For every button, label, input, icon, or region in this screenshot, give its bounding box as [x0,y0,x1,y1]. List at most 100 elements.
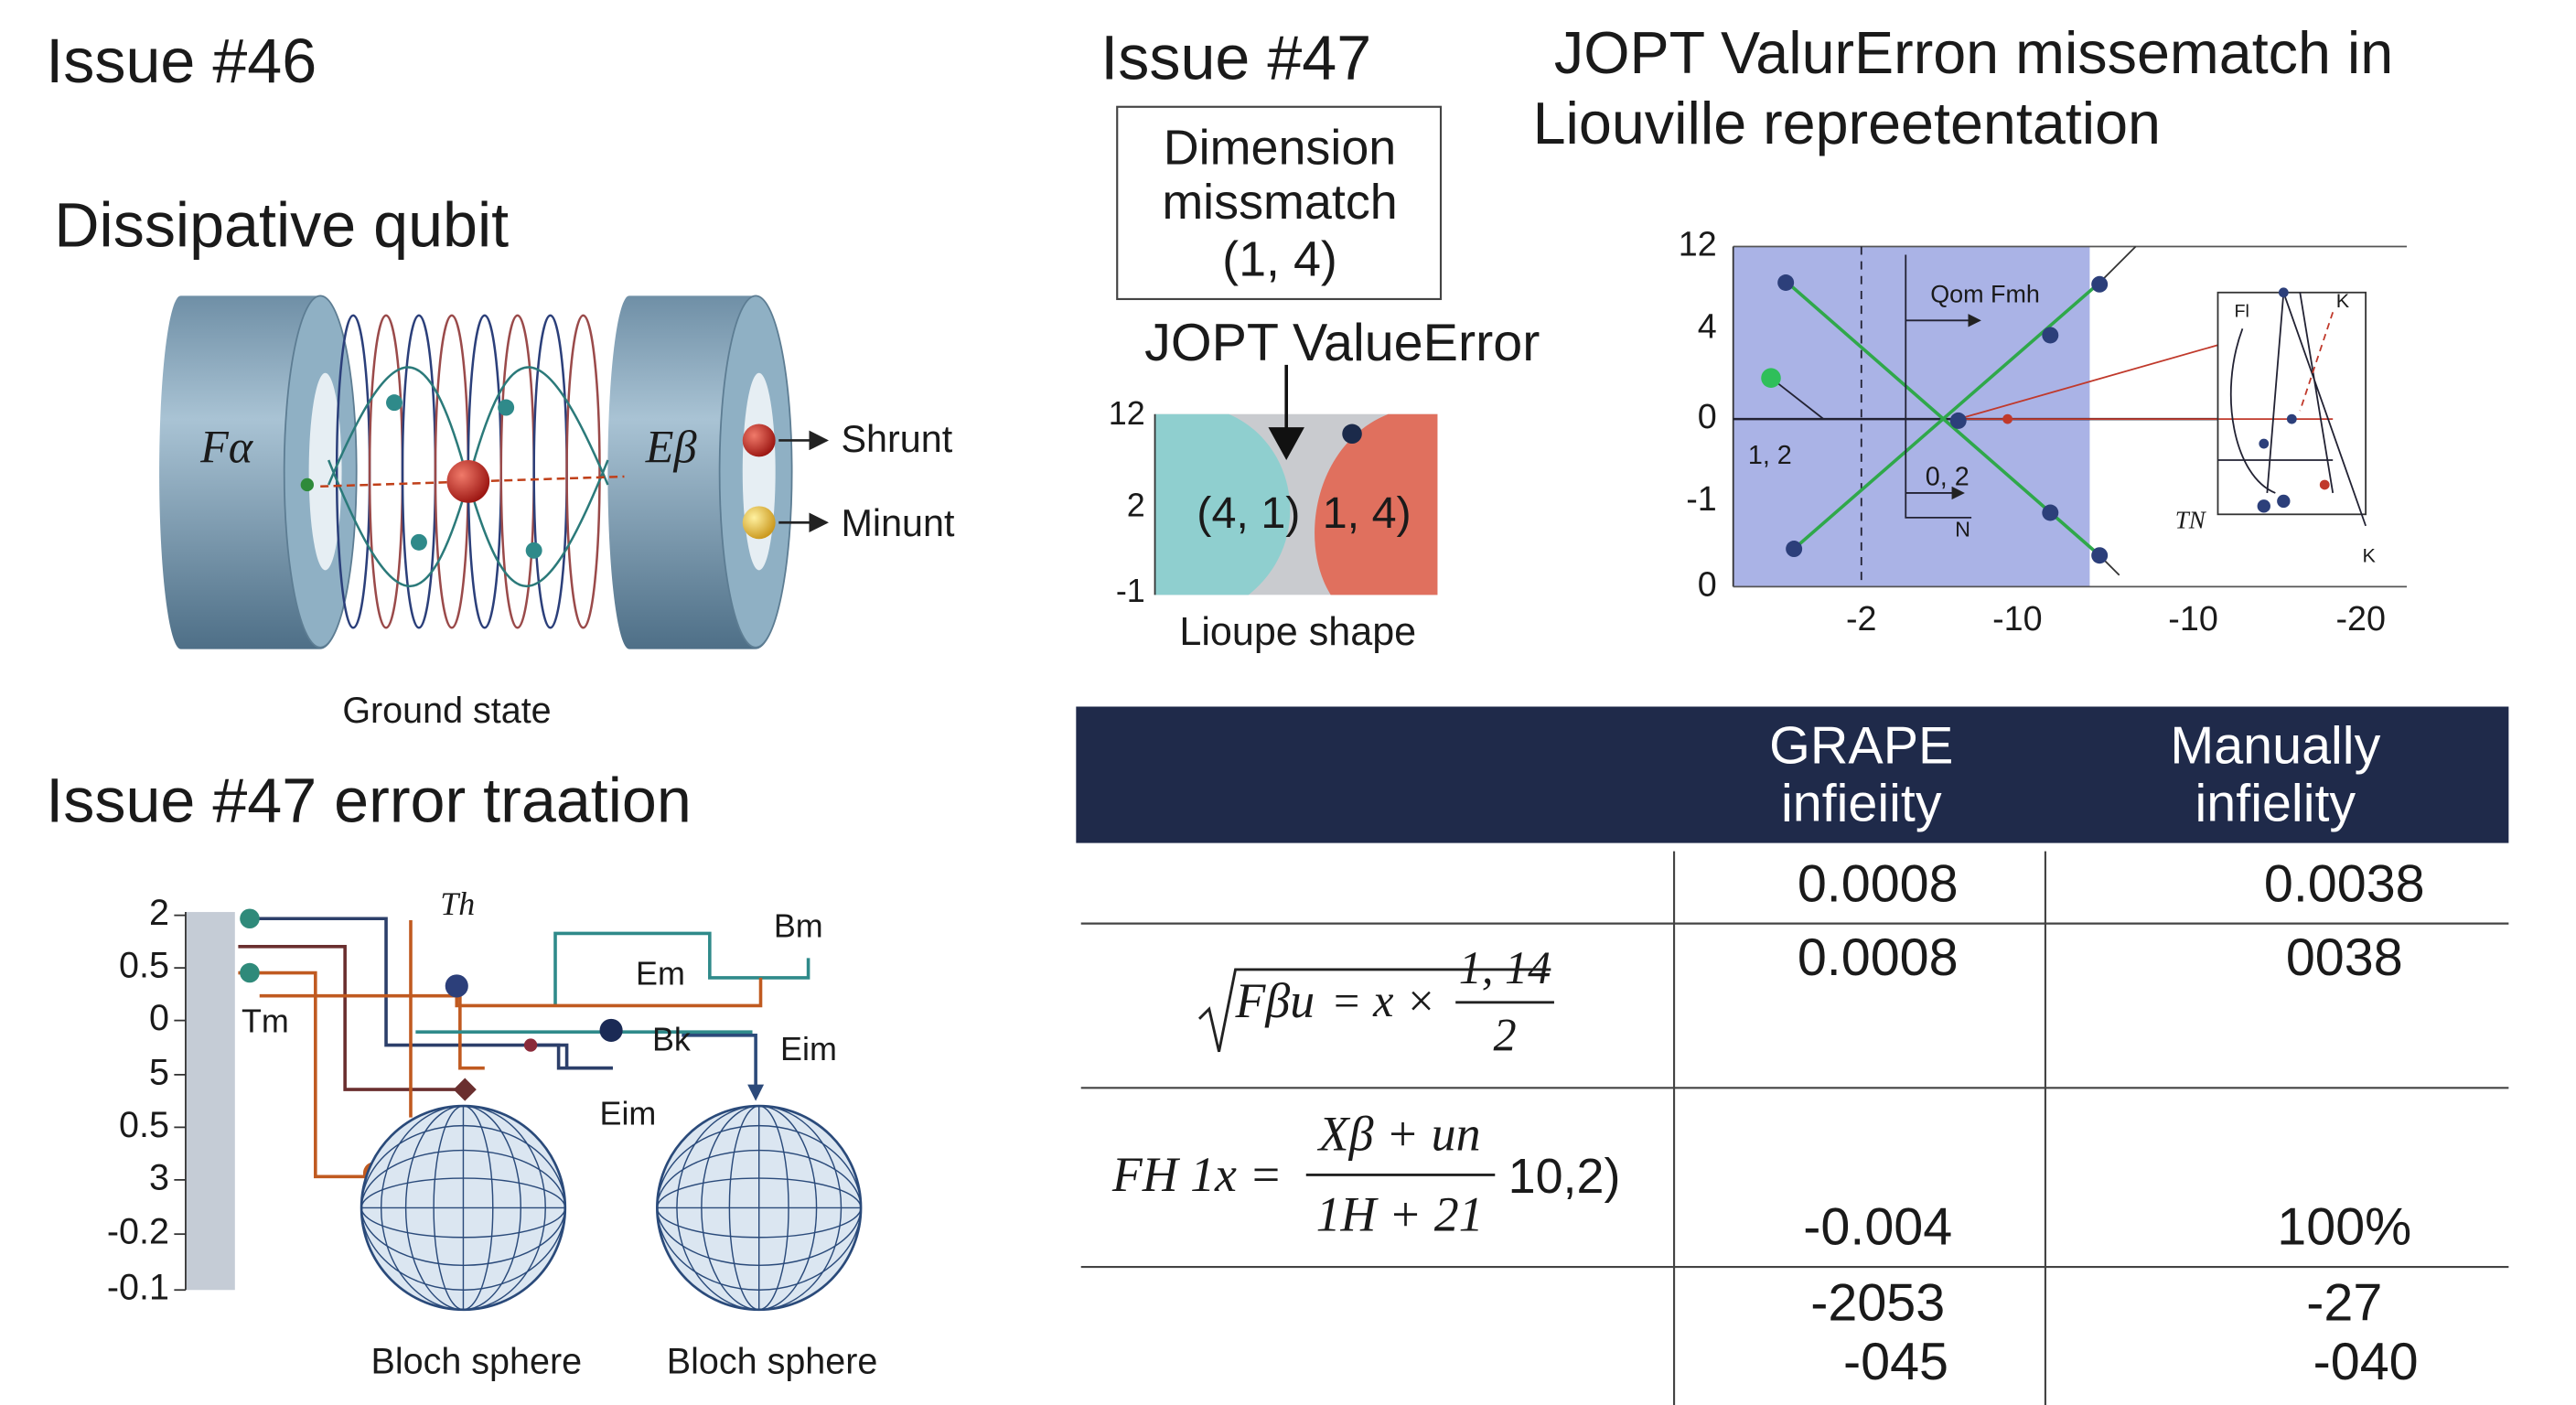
annotation: Em [636,955,685,992]
annotation: K [2336,289,2350,312]
group [656,1105,862,1311]
shape [2098,245,2137,284]
region-label: (4, 1) [1197,488,1300,538]
shape [1770,377,1825,420]
callout: Shrunt [842,418,953,460]
column-header: Manually [2170,716,2380,775]
bloch-sphere [656,1104,863,1312]
title: JOPT ValurErron missematch in [1554,19,2393,86]
group [238,917,810,1179]
shape [499,314,535,629]
formula: = x × [1331,975,1436,1026]
tick-label: 0 [1698,397,1717,435]
error-text: JOPT ValueError [1144,314,1540,372]
tick-label: 12 [1679,224,1717,263]
shape [742,506,776,540]
box-text: missmatch [1162,175,1397,230]
shape [401,314,437,629]
shape [2042,504,2059,521]
box-text: Dimension [1164,121,1396,176]
tick-label: 2 [1127,487,1145,524]
shape [1949,412,1967,429]
tick-label: -2 [1846,599,1877,638]
shape [1198,968,1551,1053]
table-cell: -045 [1843,1333,1948,1391]
shape [446,460,490,503]
heading: Issue #46 [46,27,317,96]
formula: Xβ + un [1317,1106,1481,1161]
shape [2002,413,2012,424]
bloch-sphere [360,1104,567,1312]
trace-diagram [185,908,863,1312]
tick-label: 0 [149,998,169,1038]
shape [1792,281,2101,551]
table-frame [1076,706,2509,1405]
shape [742,372,776,571]
tick-label: -10 [1992,599,2043,638]
shape [2216,291,2367,516]
shape [455,977,763,1008]
tick-label: 12 [1109,394,1145,432]
annotation: Eim [780,1030,837,1067]
table-cell: -27 [2306,1273,2382,1332]
shape [1342,424,1362,445]
shape [742,424,776,457]
title: Liouville repreetentation [1533,90,2161,156]
cylinder-label: Fα [199,422,254,473]
caption: Ground state [342,691,551,731]
shape [240,908,260,929]
caption: Bloch sphere [371,1342,583,1382]
column-header: GRAPE [1769,716,1953,775]
shape [1777,274,1795,291]
shape [2259,438,2270,449]
shape [386,394,402,412]
column-header: infielity [2195,774,2356,832]
formula: Fβu [1235,973,1315,1028]
shape [1076,706,2509,843]
table-cell: 0038 [2286,928,2403,987]
shape [747,1084,765,1101]
table-cell: -0.004 [1803,1198,1952,1257]
tick-label: 3 [149,1157,169,1197]
shape [1315,413,1438,595]
formula: 10,2) [1508,1149,1621,1204]
shape [2091,547,2109,564]
liouville-plot [1732,245,2408,588]
shape [2217,292,2367,527]
tick-label: -20 [2335,599,2386,638]
table-cell: 0.0038 [2264,854,2425,913]
group [360,1105,566,1311]
region-label: 1, 4) [1323,488,1411,538]
shape [300,477,315,492]
table-cell: 0.0008 [1798,854,1959,913]
formula: 1, 14 [1459,942,1551,993]
caption: Bloch sphere [667,1342,878,1382]
shape [498,399,515,416]
shape [553,931,810,1006]
shape [2091,275,2109,293]
shape [2299,312,2334,412]
shape [1786,541,1803,558]
shape [2278,287,2289,298]
title: Dissipative qubit [54,191,509,261]
shape [238,971,375,1179]
formula: FH 1x = [1111,1147,1283,1202]
shape [410,533,427,551]
shape [445,974,468,998]
shape [1958,344,2218,420]
column-header: infieiity [1781,774,1942,832]
annotation: Qom Fmh [1930,280,2040,307]
shape [1905,254,1972,519]
tick-label: 2 [149,893,169,933]
formula: 1H + 21 [1316,1186,1484,1241]
shape [2286,413,2297,424]
heading: Issue #47 [1100,23,1371,92]
annotation: Fl [2234,302,2249,322]
table-cell: 0.0008 [1798,928,1959,987]
cylinder-label: Eβ [645,422,697,473]
tick-label: -10 [2168,599,2218,638]
shape [2042,327,2059,344]
annotation: Eim [600,1094,657,1132]
shape [1268,427,1304,461]
shape [2319,479,2330,490]
